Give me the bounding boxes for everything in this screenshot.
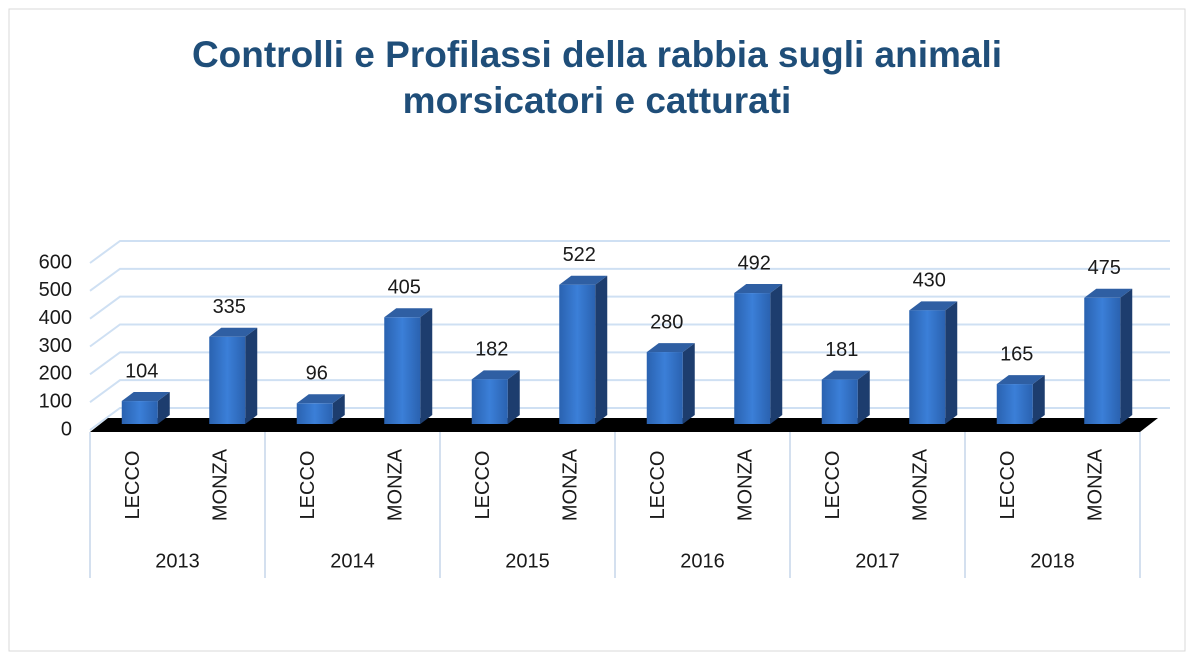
x-tick-label: LECCO: [297, 451, 319, 520]
x-tick-label: MONZA: [1085, 448, 1107, 521]
bar-side: [507, 370, 520, 424]
bar: [384, 317, 421, 424]
bar-top: [646, 343, 695, 353]
bar-top: [384, 308, 433, 318]
value-label: 280: [650, 311, 683, 333]
group-label: 2018: [1030, 550, 1075, 572]
bar-side: [682, 343, 695, 424]
bar: [209, 336, 246, 424]
value-label: 405: [388, 277, 421, 299]
y-tick-label: 600: [39, 251, 72, 273]
group-label: 2013: [155, 550, 200, 572]
chart-border: [8, 8, 1186, 652]
bar-top: [559, 275, 608, 285]
bar-top: [209, 327, 258, 337]
group-label: 2017: [855, 550, 900, 572]
x-tick-label: MONZA: [910, 448, 932, 521]
x-tick-label: MONZA: [385, 448, 407, 521]
y-tick-label: 0: [61, 418, 72, 440]
bar: [296, 403, 333, 424]
grid-line: [89, 379, 1170, 403]
grid-line: [89, 295, 1170, 320]
bar-top: [909, 301, 958, 311]
bar-side: [332, 394, 345, 424]
floor: [90, 418, 1158, 432]
bar: [734, 293, 771, 424]
grid-line: [89, 267, 1170, 292]
bar: [996, 384, 1033, 424]
bar: [646, 352, 683, 424]
bar-top: [471, 370, 520, 380]
y-tick-label: 400: [39, 307, 72, 329]
value-label: 182: [475, 339, 508, 361]
grid-line: [89, 240, 1170, 264]
bar-side: [420, 308, 433, 424]
x-tick-label: MONZA: [560, 448, 582, 521]
value-label: 335: [213, 296, 246, 318]
bar-top: [821, 370, 870, 380]
value-label: 96: [306, 363, 328, 385]
bar-side: [1120, 288, 1133, 424]
group-label: 2015: [505, 550, 550, 572]
bar-top: [734, 284, 783, 294]
x-tick-label: LECCO: [647, 451, 669, 520]
bar: [821, 379, 858, 424]
x-tick-label: MONZA: [735, 448, 757, 521]
bar-side: [857, 370, 870, 424]
y-tick-label: 200: [39, 363, 72, 385]
value-label: 430: [913, 270, 946, 292]
bar-side: [1032, 375, 1045, 424]
grid-line: [89, 323, 1170, 348]
value-label: 522: [563, 244, 596, 266]
group-label: 2014: [330, 550, 375, 572]
bar-side: [245, 327, 258, 424]
bar-top: [1084, 288, 1133, 298]
bar-side: [595, 275, 608, 424]
bar: [1084, 297, 1121, 424]
value-label: 492: [738, 252, 771, 274]
x-tick-label: MONZA: [210, 448, 232, 521]
bar: [471, 379, 508, 424]
bar: [121, 401, 158, 424]
y-tick-label: 300: [39, 335, 72, 357]
value-label: 181: [825, 339, 858, 361]
x-tick-label: LECCO: [122, 451, 144, 520]
group-label: 2016: [680, 550, 725, 572]
bar-top: [296, 394, 345, 404]
y-tick-label: 500: [39, 279, 72, 301]
bar-side: [157, 392, 170, 424]
value-label: 104: [125, 360, 158, 382]
bar: [909, 310, 946, 424]
bar-side: [945, 301, 958, 424]
value-label: 475: [1088, 257, 1121, 279]
grid-line: [89, 407, 1170, 431]
y-tick-label: 100: [39, 390, 72, 412]
x-tick-label: LECCO: [472, 451, 494, 520]
bar-top: [121, 392, 170, 402]
bar-top: [996, 375, 1045, 385]
bar: [559, 284, 596, 424]
x-tick-label: LECCO: [997, 451, 1019, 520]
bar-side: [770, 284, 783, 424]
x-tick-label: LECCO: [822, 451, 844, 520]
grid-line: [89, 351, 1170, 376]
value-label: 165: [1000, 343, 1033, 365]
chart-title: Controlli e Profilassi della rabbia sugl…: [191, 34, 1003, 121]
